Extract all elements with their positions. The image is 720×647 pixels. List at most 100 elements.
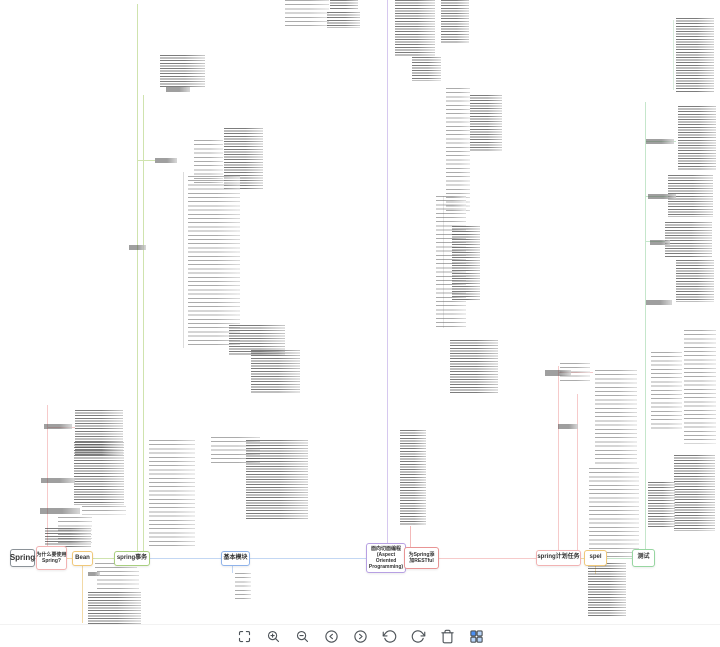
connector-line — [673, 20, 674, 90]
text-cluster — [95, 563, 137, 571]
topic-bean[interactable]: Bean — [72, 551, 93, 566]
topic-label: Spring? — [42, 558, 61, 564]
text-cluster — [149, 440, 195, 546]
text-cluster — [648, 482, 675, 528]
topic-label: 测试 — [637, 554, 650, 561]
text-cluster — [441, 0, 469, 44]
text-cluster — [160, 55, 205, 89]
topic-test[interactable]: 测试 — [632, 549, 655, 567]
text-cluster — [97, 571, 139, 591]
text-cluster — [558, 424, 578, 429]
text-cluster — [155, 158, 177, 163]
text-cluster — [436, 196, 466, 329]
text-cluster — [648, 194, 676, 199]
text-cluster — [676, 18, 714, 92]
text-cluster — [589, 468, 639, 558]
text-cluster — [235, 573, 251, 601]
text-cluster — [395, 0, 435, 56]
text-cluster — [676, 260, 714, 302]
topic-label: 面向切面编程 — [370, 545, 401, 552]
topic-basic-modules[interactable]: 基本模块 — [221, 551, 250, 566]
text-cluster — [446, 88, 470, 214]
text-cluster — [650, 240, 670, 245]
topic-aop[interactable]: 面向切面编程 (Aspect Oriented Programming) — [366, 543, 406, 573]
connector-line — [137, 4, 138, 551]
theme-button[interactable] — [467, 627, 485, 645]
text-cluster — [665, 222, 712, 258]
delete-button[interactable] — [438, 627, 456, 645]
topic-label: (Aspect — [376, 551, 396, 558]
redo-icon — [411, 629, 425, 643]
topic-label: Spring — [9, 553, 36, 562]
text-cluster — [684, 330, 716, 444]
spine-segment — [66, 558, 73, 559]
connector-line — [137, 160, 155, 161]
zoom-in-icon — [267, 630, 279, 642]
redo-button[interactable] — [409, 627, 427, 645]
spine-segment — [580, 558, 585, 559]
topic-label: Oriented — [375, 558, 397, 564]
text-cluster — [646, 300, 672, 305]
text-cluster — [251, 350, 300, 394]
connector-line — [82, 566, 83, 623]
connector-line — [47, 405, 48, 547]
text-cluster — [560, 363, 590, 382]
text-cluster — [285, 0, 329, 26]
text-cluster — [327, 12, 360, 28]
connector-line — [410, 526, 411, 548]
spine-segment — [249, 558, 367, 559]
topic-label: 为什么要使用 — [36, 551, 67, 558]
next-button[interactable] — [351, 627, 369, 645]
text-cluster — [166, 87, 190, 92]
text-cluster — [400, 430, 426, 526]
spine-segment — [606, 558, 633, 559]
text-cluster — [82, 506, 126, 515]
zoom-in-button[interactable] — [264, 627, 282, 645]
text-cluster — [246, 440, 308, 520]
connector-line — [577, 394, 578, 550]
text-cluster — [129, 245, 146, 250]
topic-scheduled-tasks[interactable]: spring计划任务 — [536, 550, 581, 566]
undo-button[interactable] — [380, 627, 398, 645]
text-cluster — [595, 370, 637, 466]
text-cluster — [646, 139, 674, 144]
topic-label: spel — [589, 554, 602, 561]
text-cluster — [188, 176, 240, 348]
topic-label: spring事务 — [116, 554, 148, 561]
connector-line — [558, 366, 559, 550]
zoom-out-button[interactable] — [293, 627, 311, 645]
delete-icon — [440, 629, 454, 643]
spine-segment — [438, 558, 537, 559]
text-cluster — [40, 508, 80, 514]
connector-line — [645, 102, 646, 549]
fit-screen-button[interactable] — [235, 627, 253, 645]
topic-why-spring[interactable]: 为什么要使用 Spring? — [36, 546, 67, 570]
topic-spring-transaction[interactable]: spring事务 — [114, 551, 150, 566]
topic-label: 为Spring添 — [408, 551, 435, 558]
undo-icon — [382, 629, 396, 643]
text-cluster — [470, 95, 502, 151]
theme-icon — [469, 629, 483, 643]
topic-label: 加RESTful — [409, 558, 434, 564]
mindmap-canvas[interactable]: Spring 为什么要使用 Spring? Bean spring事务 基本模块 面向切面编… — [0, 0, 720, 625]
topic-label: 基本模块 — [223, 554, 248, 561]
topic-label: Bean — [75, 554, 90, 561]
text-cluster — [452, 226, 480, 300]
text-cluster — [330, 0, 358, 10]
topic-rest[interactable]: 为Spring添 加RESTful — [404, 547, 439, 569]
text-cluster — [588, 563, 626, 616]
prev-icon — [324, 629, 338, 643]
text-cluster — [88, 592, 141, 625]
topic-spel[interactable]: spel — [584, 550, 607, 566]
root-topic-spring[interactable]: Spring — [10, 549, 35, 567]
text-cluster — [545, 370, 571, 376]
text-cluster — [678, 106, 716, 170]
spine-segment — [34, 558, 37, 559]
spine-segment — [92, 558, 115, 559]
topic-label: Programming) — [368, 564, 404, 571]
connector-line — [387, 0, 388, 543]
prev-button[interactable] — [322, 627, 340, 645]
text-cluster — [74, 442, 124, 505]
text-cluster — [88, 572, 100, 576]
